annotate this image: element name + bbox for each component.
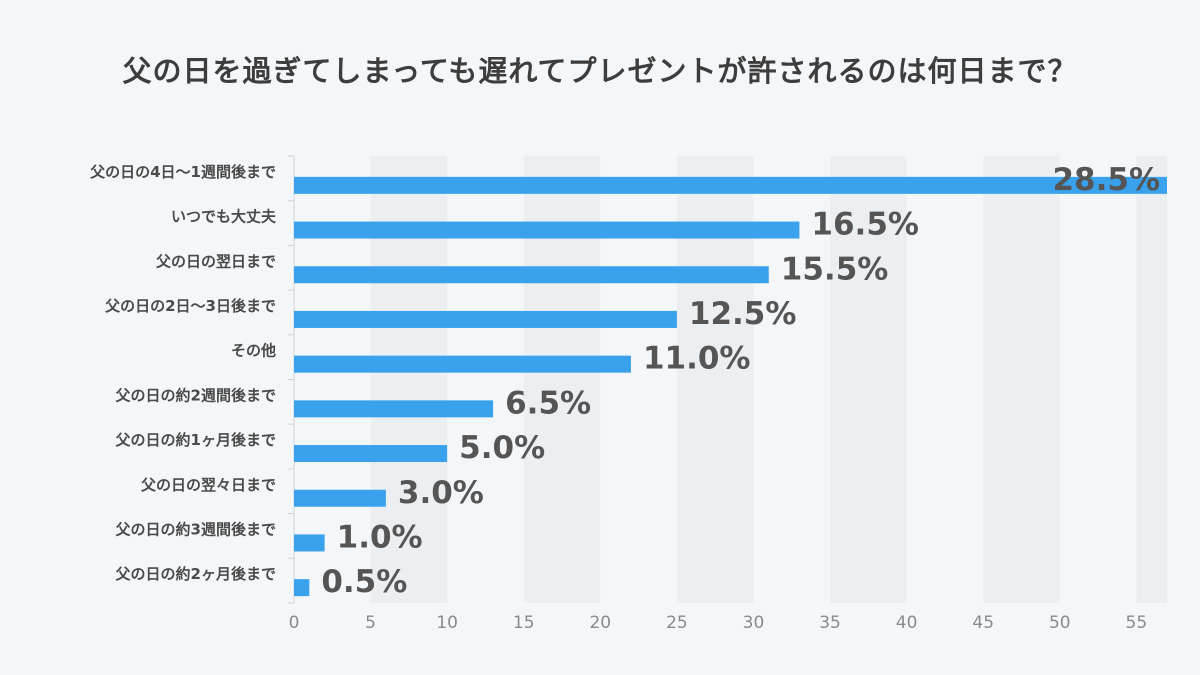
x-tick-label: 10 bbox=[436, 613, 458, 633]
category-label: いつでも大丈夫 bbox=[171, 208, 277, 226]
data-label: 15.5% bbox=[781, 251, 889, 287]
x-tick-label: 20 bbox=[589, 613, 611, 633]
bar bbox=[294, 355, 631, 373]
category-label: 父の日の翌々日まで bbox=[140, 476, 276, 494]
x-tick-label: 40 bbox=[896, 613, 918, 633]
x-tick-label: 15 bbox=[513, 613, 535, 633]
category-label: 父の日の約1ヶ月後まで bbox=[115, 431, 276, 449]
x-tick-label: 50 bbox=[1049, 613, 1071, 633]
bar bbox=[294, 489, 386, 507]
data-label: 1.0% bbox=[337, 519, 423, 555]
category-label: 父の日の翌日まで bbox=[155, 252, 276, 270]
category-label: 父の日の約3週間後まで bbox=[115, 520, 276, 538]
x-tick-label: 35 bbox=[819, 613, 841, 633]
data-label: 6.5% bbox=[505, 385, 591, 421]
bar bbox=[294, 310, 677, 328]
category-label: 父の日の約2ヶ月後まで bbox=[115, 565, 276, 583]
data-label: 28.5% bbox=[1052, 162, 1160, 198]
x-tick-label: 0 bbox=[289, 613, 300, 633]
bar bbox=[294, 445, 448, 463]
x-tick-label: 25 bbox=[666, 613, 688, 633]
x-tick-label: 55 bbox=[1126, 613, 1148, 633]
bar bbox=[294, 221, 800, 239]
grid-band bbox=[830, 156, 907, 603]
bar bbox=[294, 579, 310, 597]
data-label: 0.5% bbox=[321, 564, 407, 600]
bar bbox=[294, 266, 769, 284]
category-label: 父の日の約2週間後まで bbox=[115, 386, 276, 404]
data-label: 3.0% bbox=[398, 475, 484, 511]
grid-band bbox=[983, 156, 1060, 603]
x-tick-label: 45 bbox=[972, 613, 994, 633]
data-label: 12.5% bbox=[689, 296, 797, 332]
bar bbox=[294, 534, 325, 552]
bar bbox=[294, 400, 494, 418]
data-label: 11.0% bbox=[643, 341, 751, 377]
data-label: 16.5% bbox=[811, 207, 919, 243]
data-label: 5.0% bbox=[459, 430, 545, 466]
chart-title: 父の日を過ぎてしまっても遅れてプレゼントが許されるのは何日まで？ bbox=[122, 54, 1078, 88]
category-label: 父の日の2日～3日後まで bbox=[104, 297, 276, 315]
bar bbox=[294, 176, 1167, 194]
x-tick-label: 5 bbox=[365, 613, 376, 633]
x-tick-label: 30 bbox=[743, 613, 765, 633]
grid-band bbox=[1136, 156, 1167, 603]
category-label: その他 bbox=[231, 342, 276, 360]
category-label: 父の日の4日～1週間後まで bbox=[89, 163, 276, 181]
